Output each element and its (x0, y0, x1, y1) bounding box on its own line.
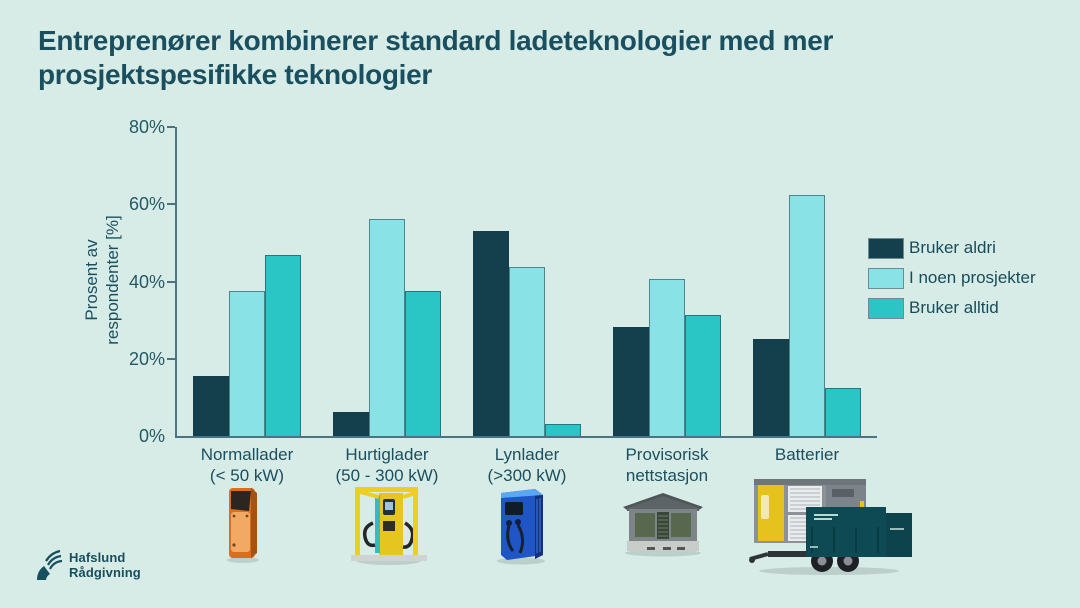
bar-group (177, 255, 317, 436)
category-label: Normallader (< 50 kW) (200, 445, 294, 485)
bar (753, 339, 789, 436)
bar (405, 291, 441, 436)
lynlader-photo (497, 489, 545, 565)
bar (613, 327, 649, 436)
bar (509, 267, 545, 436)
y-tick-label: 20% (128, 348, 165, 369)
legend-item: I noen prosjekter (868, 263, 1036, 293)
nettstasjon-photo (623, 493, 703, 557)
bar (789, 195, 825, 436)
logo-line1: Hafslund (69, 550, 126, 565)
y-tick-mark (167, 203, 175, 206)
logo-line2: Rådgivning (69, 565, 141, 580)
hurtiglader-photo (351, 487, 427, 565)
batterier-photo (749, 479, 912, 575)
legend-item: Bruker alltid (868, 293, 1036, 323)
legend-label: Bruker aldri (909, 238, 996, 257)
logo-text: Hafslund Rådgivning (69, 550, 141, 580)
bar (545, 424, 581, 436)
category-label: Provisorisk nettstasjon (625, 445, 709, 485)
page-title: Entreprenører kombinerer standard ladete… (38, 25, 834, 90)
legend-item: Bruker aldri (868, 233, 1036, 263)
y-tick-mark (167, 280, 175, 283)
bar-group (597, 279, 737, 436)
bar-group (317, 219, 457, 436)
legend: Bruker aldri I noen prosjekter Bruker allt… (868, 233, 1036, 323)
bar (473, 231, 509, 436)
plot-area: 0% 20% 40% 60% 80% Normallader (< 50 kW) Hurtig… (129, 117, 877, 485)
hafslund-logo: Hafslund Rådgivning (36, 549, 141, 581)
bar (369, 219, 405, 436)
category-label: Lynlader (>300 kW) (487, 445, 567, 485)
category-label: Batterier (774, 445, 840, 464)
y-tick-label: 60% (128, 194, 165, 215)
bar (825, 388, 861, 436)
y-tick-label: 0% (138, 426, 165, 446)
legend-swatch (868, 267, 904, 289)
bar (229, 291, 265, 436)
normallader-photo (227, 488, 259, 563)
legend-swatch (868, 237, 904, 259)
bar (685, 315, 721, 436)
bar-group (737, 195, 877, 436)
hafslund-swoosh-icon (36, 549, 62, 580)
y-tick-mark (167, 357, 175, 360)
y-tick-mark (167, 126, 175, 128)
bar-group (457, 231, 597, 436)
legend-label: I noen prosjekter (909, 268, 1036, 287)
y-tick-label: 40% (128, 271, 165, 292)
bar (265, 255, 301, 436)
category-label: Hurtiglader (50 - 300 kW) (335, 445, 439, 485)
y-tick-label: 80% (128, 117, 165, 137)
legend-swatch (868, 297, 904, 319)
bar (649, 279, 685, 436)
legend-label: Bruker alltid (909, 298, 999, 317)
bar (333, 412, 369, 436)
bar (193, 376, 229, 436)
